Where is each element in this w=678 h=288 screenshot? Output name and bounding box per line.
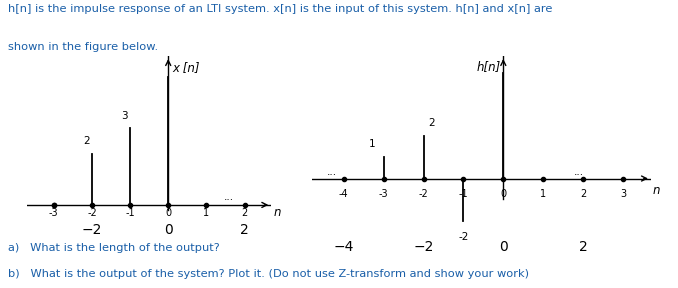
Text: n: n — [653, 184, 660, 198]
Text: h[n]: h[n] — [477, 60, 501, 73]
Text: -1: -1 — [125, 208, 135, 218]
Text: 1: 1 — [203, 208, 210, 218]
Text: 2: 2 — [580, 189, 586, 199]
Text: 2: 2 — [428, 118, 435, 128]
Text: ...: ... — [327, 167, 337, 177]
Text: 3: 3 — [121, 111, 127, 120]
Text: -2: -2 — [87, 208, 97, 218]
Text: shown in the figure below.: shown in the figure below. — [8, 42, 158, 52]
Text: ...: ... — [574, 167, 584, 177]
Text: -1: -1 — [458, 189, 468, 199]
Text: b)   What is the output of the system? Plot it. (Do not use Z-transform and show: b) What is the output of the system? Plo… — [8, 269, 529, 279]
Text: 1: 1 — [368, 139, 375, 149]
Text: -2: -2 — [458, 232, 468, 242]
Text: a)   What is the length of the output?: a) What is the length of the output? — [8, 243, 220, 253]
Text: 0: 0 — [165, 208, 172, 218]
Text: -2: -2 — [419, 189, 428, 199]
Text: -3: -3 — [49, 208, 58, 218]
Text: 1: 1 — [540, 189, 546, 199]
Text: 2: 2 — [83, 136, 89, 146]
Text: -4: -4 — [339, 189, 348, 199]
Text: n: n — [273, 206, 281, 219]
Text: ...: ... — [224, 192, 235, 202]
Text: 0: 0 — [500, 189, 506, 199]
Text: x [n]: x [n] — [172, 60, 199, 74]
Text: -3: -3 — [379, 189, 388, 199]
Text: 3: 3 — [620, 189, 626, 199]
Text: 2: 2 — [241, 208, 247, 218]
Text: h[n] is the impulse response of an LTI system. x[n] is the input of this system.: h[n] is the impulse response of an LTI s… — [8, 4, 553, 14]
